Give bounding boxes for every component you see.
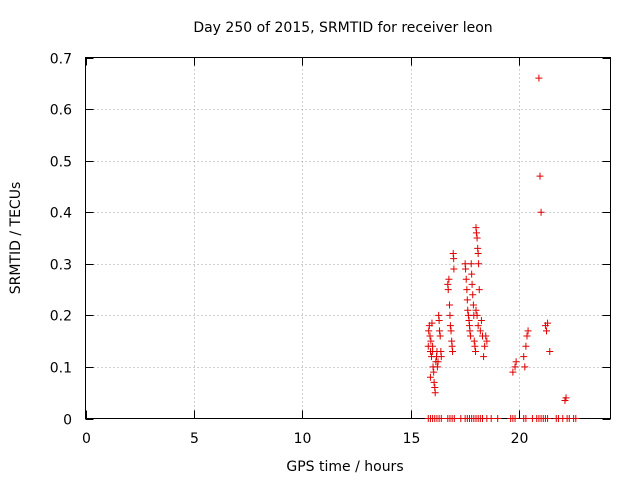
data-point: [544, 415, 552, 422]
data-point: [487, 415, 495, 422]
data-point: [469, 291, 477, 299]
data-point: [480, 353, 488, 361]
y-tick-label: 0.3: [50, 258, 72, 274]
data-point: [572, 415, 580, 422]
data-point: [450, 255, 458, 263]
data-point: [430, 378, 438, 386]
data-point: [536, 172, 544, 180]
data-point: [449, 347, 457, 355]
x-tick-label: 15: [403, 431, 421, 447]
data-point: [472, 347, 480, 355]
data-point: [562, 394, 570, 402]
data-point: [470, 337, 478, 345]
grid: [85, 57, 611, 419]
data-point: [425, 327, 433, 335]
x-tick-label: 0: [82, 431, 91, 447]
data-point: [463, 296, 471, 304]
chart-title: Day 250 of 2015, SRMTID for receiver leo…: [193, 20, 492, 36]
data-point: [467, 260, 475, 268]
data-point: [434, 358, 442, 366]
data-point: [445, 275, 453, 283]
data-point: [477, 317, 485, 325]
data-point: [428, 319, 436, 327]
data-point: [437, 353, 445, 361]
data-point: [430, 368, 438, 376]
data-point: [475, 260, 483, 268]
data-point: [474, 249, 482, 257]
data-point: [464, 306, 472, 314]
data-point: [473, 311, 481, 319]
data-point: [520, 353, 528, 361]
y-axis-label: SRMTID / TECUs: [8, 182, 24, 295]
x-tick-label: 10: [294, 431, 312, 447]
data-point: [481, 342, 489, 350]
data-point: [537, 208, 545, 216]
data-point: [450, 265, 458, 273]
data-point: [436, 332, 444, 340]
data-point: [546, 347, 554, 355]
data-point: [521, 363, 529, 371]
data-point: [467, 332, 475, 340]
x-axis-label: GPS time / hours: [286, 459, 403, 475]
data-point: [463, 286, 471, 294]
axis-ticks: [85, 57, 611, 420]
data-point: [444, 286, 452, 294]
data-point: [426, 373, 434, 381]
y-tick-label: 0.2: [50, 309, 72, 325]
y-tick-label: 0.1: [50, 361, 72, 377]
data-point: [476, 327, 484, 335]
data-point: [474, 322, 482, 330]
y-tick-label: 0.5: [50, 155, 72, 171]
y-tick-label: 0.6: [50, 103, 72, 119]
data-point: [511, 363, 519, 371]
data-point: [494, 415, 502, 422]
data-point: [473, 234, 481, 242]
y-tick-label: 0: [63, 413, 72, 429]
data-point: [450, 415, 458, 422]
data-point: [447, 327, 455, 335]
y-tick-label: 0.7: [50, 52, 72, 68]
data-point: [426, 332, 434, 340]
data-point: [512, 358, 520, 366]
x-tick-label: 20: [511, 431, 529, 447]
data-point: [472, 306, 480, 314]
data-point: [436, 327, 444, 335]
data-point: [544, 319, 552, 327]
data-point: [468, 270, 476, 278]
data-points: [424, 74, 580, 422]
data-point: [446, 322, 454, 330]
data-point: [462, 265, 470, 273]
y-tick-label: 0.4: [50, 206, 72, 222]
data-point: [543, 327, 551, 335]
x-tick-label: 5: [190, 431, 199, 447]
axis-tick-labels: 0 0.1 0.2 0.3 0.4 0.5 0.6 0.7 0 5 10 15 20: [50, 52, 529, 448]
data-point: [482, 332, 490, 340]
data-point: [435, 317, 443, 325]
data-point: [437, 415, 445, 422]
data-point: [535, 74, 543, 82]
data-point: [522, 342, 530, 350]
data-point: [475, 286, 483, 294]
data-point: [471, 342, 479, 350]
data-point: [433, 363, 441, 371]
data-point: [431, 389, 439, 397]
data-point: [446, 301, 454, 309]
data-point: [524, 327, 532, 335]
data-point: [468, 280, 476, 288]
data-point: [466, 327, 474, 335]
data-point: [446, 311, 454, 319]
data-point: [509, 368, 517, 376]
data-point: [429, 342, 437, 350]
plot-frame: [85, 57, 611, 419]
data-point: [483, 337, 491, 345]
data-point: [523, 332, 531, 340]
data-point: [472, 229, 480, 237]
data-point: [427, 337, 435, 345]
data-point: [469, 301, 477, 309]
data-point: [522, 415, 530, 422]
data-point: [462, 275, 470, 283]
data-point: [511, 415, 519, 422]
